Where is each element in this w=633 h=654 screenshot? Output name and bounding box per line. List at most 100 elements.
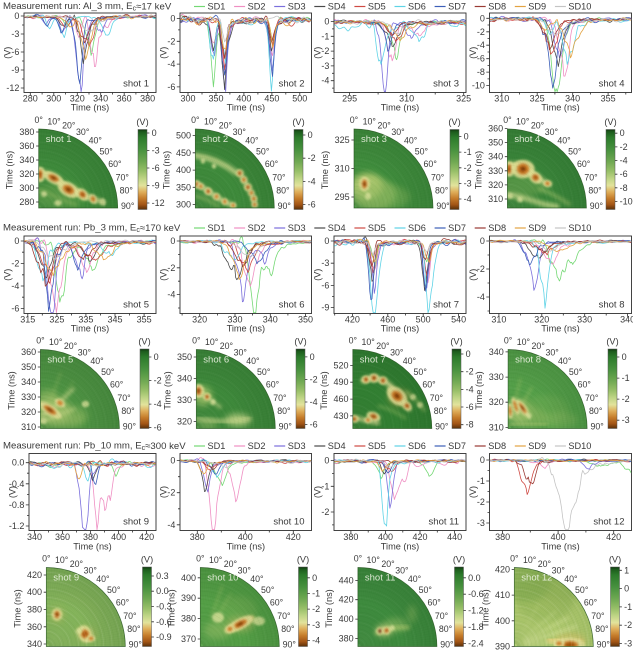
svg-text:345: 345 — [107, 315, 122, 325]
svg-text:280: 280 — [23, 94, 38, 104]
svg-text:SD5: SD5 — [368, 2, 386, 12]
svg-text:0°: 0° — [192, 336, 200, 346]
svg-text:350: 350 — [21, 362, 36, 372]
svg-text:450: 450 — [176, 148, 191, 158]
svg-text:-9: -9 — [11, 65, 19, 75]
svg-text:(V): (V) — [8, 486, 18, 498]
svg-text:-4: -4 — [620, 156, 628, 166]
svg-text:400: 400 — [176, 165, 191, 175]
svg-text:shot 1: shot 1 — [46, 134, 72, 145]
svg-text:-4: -4 — [167, 290, 175, 300]
svg-text:SD8: SD8 — [488, 223, 506, 233]
svg-text:(V): (V) — [138, 337, 150, 347]
svg-text:(V): (V) — [468, 269, 478, 281]
svg-text:80°: 80° — [439, 624, 452, 634]
svg-text:-2.4: -2.4 — [468, 639, 484, 649]
svg-text:Time (ns): Time (ns) — [320, 151, 330, 189]
svg-text:500: 500 — [176, 131, 191, 141]
svg-text:50°: 50° — [101, 367, 114, 377]
svg-text:-2: -2 — [622, 394, 630, 404]
svg-text:Time (ns): Time (ns) — [541, 542, 579, 552]
svg-text:-0.8: -0.8 — [9, 500, 25, 510]
svg-text:60°: 60° — [578, 380, 591, 390]
svg-text:0: 0 — [152, 128, 157, 138]
svg-text:-2: -2 — [308, 153, 316, 163]
svg-text:-2: -2 — [321, 507, 329, 517]
svg-text:355: 355 — [137, 315, 152, 325]
svg-text:390: 390 — [495, 642, 510, 652]
svg-text:80°: 80° — [277, 406, 290, 416]
svg-text:0°: 0° — [42, 554, 50, 564]
svg-text:80°: 80° — [589, 406, 602, 416]
svg-text:0: 0 — [154, 352, 159, 362]
svg-text:0°: 0° — [36, 336, 44, 346]
svg-text:420: 420 — [139, 532, 154, 542]
svg-text:420: 420 — [345, 315, 360, 325]
svg-text:310: 310 — [335, 164, 350, 174]
svg-text:SD10: SD10 — [568, 2, 591, 12]
svg-text:10°: 10° — [209, 555, 222, 565]
svg-text:400: 400 — [181, 573, 196, 583]
svg-text:-6: -6 — [152, 163, 160, 173]
svg-text:-6: -6 — [167, 82, 175, 92]
svg-text:335: 335 — [78, 315, 93, 325]
svg-text:(V): (V) — [294, 337, 306, 347]
svg-text:0: 0 — [480, 236, 485, 246]
svg-text:355: 355 — [601, 94, 616, 104]
svg-text:30°: 30° — [238, 565, 251, 575]
svg-text:shot 5: shot 5 — [123, 300, 149, 311]
svg-text:-6: -6 — [620, 169, 628, 179]
svg-text:40°: 40° — [564, 574, 577, 584]
svg-text:shot 3: shot 3 — [361, 134, 387, 145]
svg-text:60°: 60° — [427, 598, 440, 608]
svg-text:SD8: SD8 — [488, 2, 506, 12]
svg-text:20°: 20° — [376, 341, 389, 351]
svg-text:40°: 40° — [403, 356, 416, 366]
svg-text:400: 400 — [551, 532, 566, 542]
svg-text:0: 0 — [170, 236, 175, 246]
svg-text:-1: -1 — [622, 373, 630, 383]
svg-text:SD2: SD2 — [248, 223, 266, 233]
svg-text:380: 380 — [339, 633, 354, 643]
svg-text:SD8: SD8 — [488, 441, 506, 451]
svg-text:350: 350 — [488, 138, 503, 148]
svg-text:440: 440 — [447, 532, 462, 542]
svg-text:-0.3: -0.3 — [156, 602, 172, 612]
svg-text:SD4: SD4 — [328, 2, 346, 12]
svg-text:shot 4: shot 4 — [599, 79, 625, 90]
svg-text:0.0: 0.0 — [468, 573, 481, 583]
svg-text:350: 350 — [208, 94, 223, 104]
svg-text:SD2: SD2 — [248, 441, 266, 451]
svg-text:20°: 20° — [381, 559, 394, 569]
svg-text:80°: 80° — [435, 186, 448, 196]
svg-text:330: 330 — [489, 372, 504, 382]
svg-text:-1: -1 — [464, 147, 472, 157]
svg-text:330: 330 — [577, 315, 592, 325]
svg-text:Time (ns): Time (ns) — [480, 589, 490, 627]
svg-text:shot 8: shot 8 — [599, 300, 625, 311]
svg-text:320: 320 — [70, 94, 85, 104]
svg-text:30°: 30° — [545, 127, 558, 137]
svg-text:10°: 10° — [516, 116, 529, 126]
svg-text:-2: -2 — [167, 36, 175, 46]
svg-text:30°: 30° — [78, 347, 91, 357]
svg-text:50°: 50° — [568, 146, 581, 156]
svg-text:340: 340 — [488, 152, 503, 162]
svg-text:-2: -2 — [624, 620, 632, 630]
svg-text:10°: 10° — [361, 337, 374, 347]
svg-text:SD2: SD2 — [248, 2, 266, 12]
svg-text:90°: 90° — [129, 640, 142, 650]
svg-text:-3: -3 — [321, 61, 329, 71]
svg-text:400: 400 — [27, 587, 42, 597]
svg-text:70°: 70° — [273, 393, 286, 403]
svg-text:310: 310 — [21, 422, 36, 432]
svg-text:shot 7: shot 7 — [360, 355, 386, 366]
svg-text:310: 310 — [491, 315, 506, 325]
svg-text:Time (ns): Time (ns) — [473, 151, 483, 189]
svg-text:380: 380 — [343, 532, 358, 542]
svg-text:80°: 80° — [120, 186, 133, 196]
svg-text:80°: 80° — [595, 624, 608, 634]
svg-text:-4: -4 — [11, 281, 19, 291]
svg-text:-10: -10 — [620, 197, 633, 207]
svg-text:80°: 80° — [127, 624, 140, 634]
